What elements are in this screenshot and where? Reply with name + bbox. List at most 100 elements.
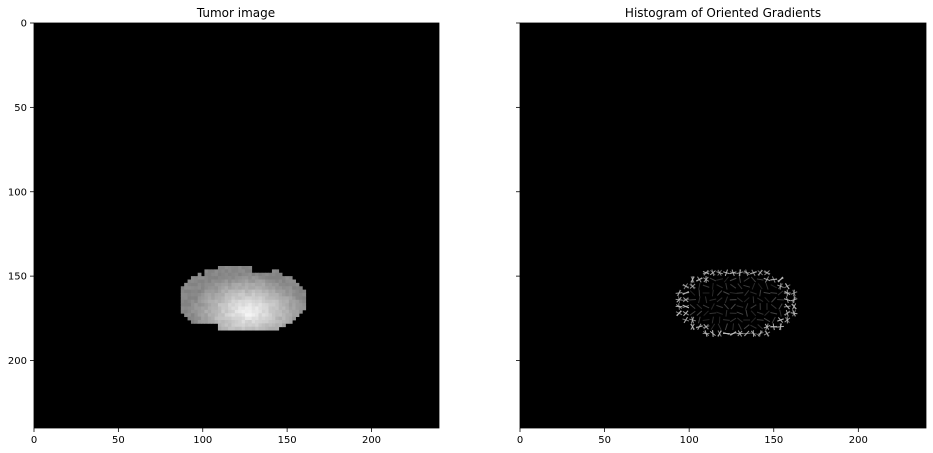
pixel-cell (288, 299, 293, 304)
pixel-cell (234, 306, 239, 311)
gradient-stroke (690, 316, 695, 324)
pixel-cell (251, 279, 256, 284)
pixel-cell (288, 293, 293, 297)
pixel-cell (265, 316, 269, 321)
pixel-cell (248, 299, 253, 304)
pixel-cell (224, 289, 229, 294)
pixel-cell (244, 266, 249, 270)
pixel-cell (255, 272, 259, 277)
pixel-cell (275, 279, 280, 284)
pixel-cell (285, 293, 290, 297)
pixel-cell (278, 313, 283, 318)
pixel-cell (217, 303, 222, 307)
gradient-stroke (729, 291, 737, 295)
gradient-stroke (737, 317, 743, 323)
pixel-cell (228, 279, 232, 284)
gradient-stroke (777, 277, 784, 282)
pixel-cell (244, 286, 249, 291)
pixel-cell (248, 282, 253, 287)
pixel-cell (201, 316, 205, 321)
pixel-cell (275, 269, 280, 274)
gradient-stroke (698, 282, 701, 290)
pixel-cell (234, 320, 239, 324)
pixel-cell (234, 303, 239, 307)
pixel-cell (268, 289, 273, 294)
pixel-cell (228, 293, 232, 297)
pixel-cell (278, 286, 283, 291)
gradient-stroke (756, 311, 764, 315)
pixel-cell (292, 303, 296, 307)
pixel-cell (302, 303, 307, 307)
gradient-stroke (750, 324, 757, 329)
pixel-cell (248, 306, 253, 311)
pixel-cell (207, 269, 212, 274)
pixel-cell (197, 303, 202, 307)
x-tick-label: 150 (764, 435, 783, 446)
pixel-cell (275, 286, 280, 291)
pixel-cell (224, 316, 229, 321)
pixel-cell (204, 309, 209, 314)
pixel-cell (238, 299, 242, 304)
gradient-stroke (690, 283, 695, 290)
gradient-stroke (777, 298, 784, 301)
gradient-stroke (704, 296, 708, 304)
pixel-cell (271, 316, 276, 321)
x-tick-label: 0 (31, 435, 37, 446)
pixel-cell (221, 316, 226, 321)
pixel-cell (224, 296, 229, 301)
pixel-cell (278, 282, 283, 287)
pixel-cell (217, 279, 222, 284)
pixel-cell (251, 320, 256, 324)
pixel-cell (241, 320, 246, 324)
gradient-stroke (757, 324, 764, 330)
gradient-stroke (716, 284, 723, 289)
gradient-stroke (770, 292, 778, 294)
pixel-cell (207, 313, 212, 318)
gradient-stroke (696, 277, 703, 282)
pixel-cell (244, 289, 249, 294)
pixel-cell (217, 306, 222, 311)
pixel-cell (265, 296, 269, 301)
pixel-cell (265, 320, 269, 324)
pixel-cell (265, 299, 269, 304)
pixel-cell (224, 320, 229, 324)
pixel-cell (231, 272, 236, 277)
pixel-cell (244, 303, 249, 307)
pixel-cell (265, 309, 269, 314)
hog-cells (675, 269, 798, 337)
pixel-cell (214, 316, 219, 321)
pixel-cell (180, 286, 185, 291)
gradient-stroke (750, 271, 757, 275)
pixel-cell (292, 293, 296, 297)
pixel-cell (265, 313, 269, 318)
pixel-cell (214, 303, 219, 307)
pixel-cell (295, 309, 300, 314)
pixel-cell (292, 296, 296, 301)
pixel-cell (214, 279, 219, 284)
pixel-cell (258, 309, 263, 314)
pixel-cell (295, 306, 300, 311)
pixel-cell (248, 269, 253, 274)
pixel-cell (234, 323, 239, 328)
x-tick-label: 100 (680, 435, 699, 446)
pixel-cell (234, 316, 239, 321)
pixel-cell (238, 320, 242, 324)
pixel-cell (194, 276, 199, 280)
pixel-cell (238, 282, 242, 287)
pixel-cell (298, 309, 303, 314)
pixel-cell (238, 316, 242, 321)
pixel-cell (197, 279, 202, 284)
pixel-cell (234, 279, 239, 284)
pixel-cell (268, 313, 273, 318)
pixel-cell (275, 289, 280, 294)
gradient-stroke (675, 304, 683, 309)
pixel-cell (244, 306, 249, 311)
pixel-cell (268, 326, 273, 331)
pixel-cell (197, 309, 202, 314)
pixel-cell (271, 320, 276, 324)
gradient-stroke (752, 296, 755, 304)
pixel-cell (238, 306, 242, 311)
pixel-cell (217, 269, 222, 274)
gradient-stroke (756, 278, 764, 281)
pixel-cell (268, 306, 273, 311)
